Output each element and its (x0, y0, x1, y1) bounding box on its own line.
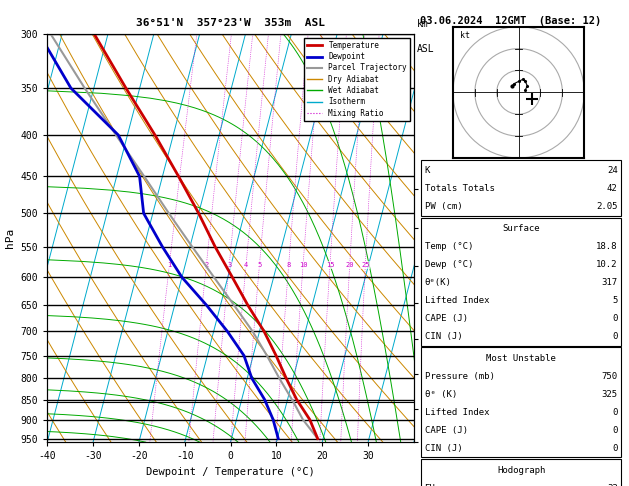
Text: Lifted Index: Lifted Index (425, 296, 489, 305)
Text: 24: 24 (607, 166, 618, 175)
Text: 25: 25 (361, 262, 370, 268)
Text: 5: 5 (257, 262, 262, 268)
Text: 325: 325 (601, 390, 618, 399)
Text: Lifted Index: Lifted Index (425, 408, 489, 417)
Text: Hodograph: Hodograph (497, 466, 545, 474)
Text: 15: 15 (326, 262, 334, 268)
Text: θᵉ (K): θᵉ (K) (425, 390, 457, 399)
Text: 3: 3 (227, 262, 231, 268)
Text: 03.06.2024  12GMT  (Base: 12): 03.06.2024 12GMT (Base: 12) (420, 16, 601, 26)
Text: 2: 2 (204, 262, 208, 268)
Y-axis label: hPa: hPa (5, 228, 15, 248)
Text: 0: 0 (612, 332, 618, 341)
Text: 4: 4 (244, 262, 248, 268)
Text: CIN (J): CIN (J) (425, 332, 462, 341)
Text: EH: EH (425, 484, 435, 486)
X-axis label: Dewpoint / Temperature (°C): Dewpoint / Temperature (°C) (146, 467, 315, 477)
Y-axis label: km
ASL: km ASL (441, 227, 459, 249)
Text: 0: 0 (612, 408, 618, 417)
Text: ASL: ASL (417, 44, 435, 54)
Title: 36°51'N  357°23'W  353m  ASL: 36°51'N 357°23'W 353m ASL (136, 17, 325, 28)
Text: CAPE (J): CAPE (J) (425, 426, 467, 434)
Text: 0: 0 (612, 314, 618, 323)
Text: km: km (417, 19, 429, 29)
Text: θᵉ(K): θᵉ(K) (425, 278, 452, 287)
Text: kt: kt (460, 31, 470, 40)
Text: Temp (°C): Temp (°C) (425, 242, 473, 251)
Text: LCL: LCL (425, 398, 440, 407)
Text: 0: 0 (612, 426, 618, 434)
Text: 2.05: 2.05 (596, 202, 618, 211)
Text: 20: 20 (345, 262, 354, 268)
Text: CIN (J): CIN (J) (425, 444, 462, 452)
Text: 10: 10 (299, 262, 308, 268)
Text: CAPE (J): CAPE (J) (425, 314, 467, 323)
Text: 0: 0 (612, 444, 618, 452)
Text: 18.8: 18.8 (596, 242, 618, 251)
Text: Totals Totals: Totals Totals (425, 184, 494, 193)
Text: 1: 1 (167, 262, 172, 268)
Text: 317: 317 (601, 278, 618, 287)
Text: Pressure (mb): Pressure (mb) (425, 372, 494, 381)
Legend: Temperature, Dewpoint, Parcel Trajectory, Dry Adiabat, Wet Adiabat, Isotherm, Mi: Temperature, Dewpoint, Parcel Trajectory… (304, 38, 410, 121)
Text: 5: 5 (612, 296, 618, 305)
Text: PW (cm): PW (cm) (425, 202, 462, 211)
Text: K: K (425, 166, 430, 175)
Text: 42: 42 (607, 184, 618, 193)
Text: Dewp (°C): Dewp (°C) (425, 260, 473, 269)
Text: Most Unstable: Most Unstable (486, 354, 556, 363)
Text: Surface: Surface (503, 224, 540, 233)
Text: 750: 750 (601, 372, 618, 381)
Text: 8: 8 (287, 262, 291, 268)
Text: 10.2: 10.2 (596, 260, 618, 269)
Text: 33: 33 (607, 484, 618, 486)
